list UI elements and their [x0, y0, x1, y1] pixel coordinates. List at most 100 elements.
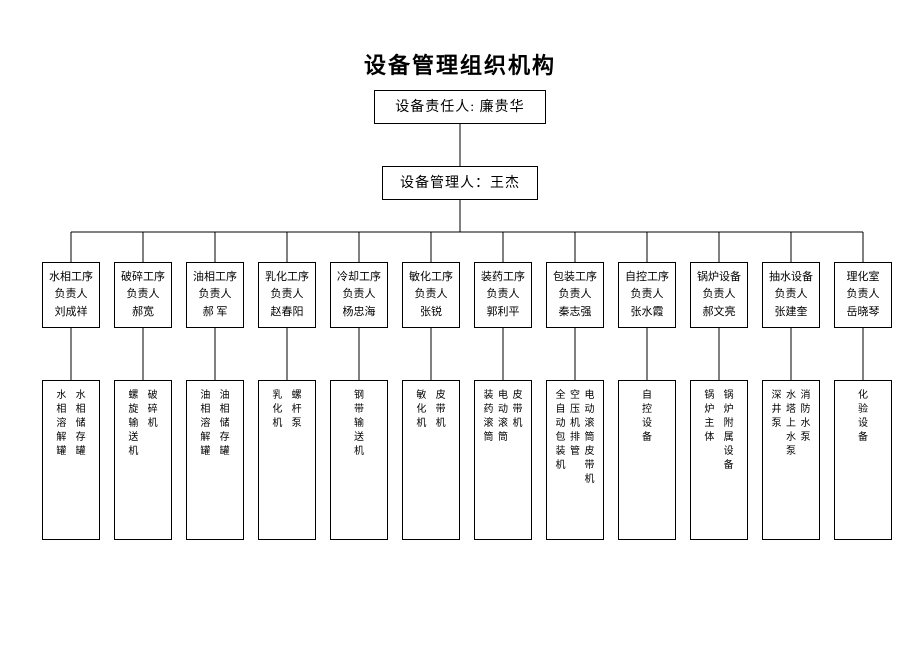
mid-l1: 冷却工序	[337, 269, 381, 287]
leaf-char: 乳	[272, 389, 282, 403]
mid-l1: 抽水设备	[769, 269, 813, 287]
leaf-char: 破	[148, 389, 158, 403]
leaf-char: 化	[858, 389, 868, 403]
leaf-char: 相	[76, 403, 86, 417]
mid-box-11: 理化室负责人岳晓琴	[834, 262, 892, 328]
leaf-char: 属	[724, 431, 734, 445]
leaf-col: 深井泵	[772, 389, 782, 431]
mid-l3: 郝 军	[203, 304, 228, 322]
mid-l1: 自控工序	[625, 269, 669, 287]
leaf-char: 筒	[484, 431, 494, 445]
leaf-char: 溶	[200, 417, 210, 431]
leaf-col: 消防水泵	[801, 389, 811, 445]
mid-l1: 理化室	[847, 269, 880, 287]
leaf-char: 动	[556, 417, 566, 431]
leaf-char: 泵	[801, 431, 811, 445]
leaf-char: 深	[772, 389, 782, 403]
leaf-char: 相	[56, 403, 66, 417]
leaf-box-11: 化验设备	[834, 380, 892, 540]
leaf-char: 解	[200, 431, 210, 445]
leaf-char: 水	[801, 417, 811, 431]
mid-l3: 郭利平	[487, 304, 520, 322]
mid-box-10: 抽水设备负责人张建奎	[762, 262, 820, 328]
leaf-char: 相	[200, 403, 210, 417]
leaf-char: 水	[786, 389, 796, 403]
mid-l1: 乳化工序	[265, 269, 309, 287]
leaf-char: 螺	[292, 389, 302, 403]
leaf-char: 带	[513, 403, 523, 417]
leaf-box-8: 自控设备	[618, 380, 676, 540]
level1-text: 设备责任人: 廉贵华	[395, 97, 524, 118]
leaf-char: 全	[556, 389, 566, 403]
leaf-box-9: 锅炉主体锅炉附属设备	[690, 380, 748, 540]
level1-box: 设备责任人: 廉贵华	[374, 90, 546, 124]
mid-l2: 负责人	[415, 286, 448, 304]
leaf-char: 旋	[128, 403, 138, 417]
leaf-col: 螺旋输送机	[128, 389, 138, 459]
leaf-box-0: 水相溶解罐水相储存罐	[42, 380, 100, 540]
leaf-col: 电动滚筒皮带机	[585, 389, 595, 487]
leaf-char: 机	[148, 417, 158, 431]
leaf-char: 泵	[292, 417, 302, 431]
leaf-char: 电	[585, 389, 595, 403]
leaf-char: 水	[786, 431, 796, 445]
mid-l3: 张建奎	[775, 304, 808, 322]
leaf-char: 验	[858, 403, 868, 417]
leaf-box-4: 钢带输送机	[330, 380, 388, 540]
mid-box-3: 乳化工序负责人赵春阳	[258, 262, 316, 328]
leaf-char: 锅	[704, 389, 714, 403]
mid-l3: 郝宽	[132, 304, 154, 322]
leaf-char: 油	[220, 389, 230, 403]
leaf-char: 水	[76, 389, 86, 403]
leaf-char: 带	[354, 403, 364, 417]
leaf-char: 储	[220, 417, 230, 431]
leaf-char: 钢	[354, 389, 364, 403]
leaf-char: 炉	[724, 403, 734, 417]
mid-l3: 杨忠海	[343, 304, 376, 322]
mid-l3: 张水霞	[631, 304, 664, 322]
leaf-char: 机	[128, 445, 138, 459]
leaf-col: 敏化机	[416, 389, 426, 431]
leaf-char: 塔	[786, 403, 796, 417]
leaf-char: 动	[585, 403, 595, 417]
leaf-box-6: 装药滚筒电动滚筒皮带机	[474, 380, 532, 540]
leaf-char: 存	[220, 431, 230, 445]
leaf-char: 井	[772, 403, 782, 417]
leaf-char: 机	[585, 473, 595, 487]
mid-l1: 敏化工序	[409, 269, 453, 287]
leaf-box-2: 油相溶解罐油相储存罐	[186, 380, 244, 540]
mid-l2: 负责人	[631, 286, 664, 304]
leaf-char: 锅	[724, 389, 734, 403]
mid-l2: 负责人	[775, 286, 808, 304]
leaf-char: 泵	[772, 417, 782, 431]
leaf-char: 筒	[498, 431, 508, 445]
leaf-char: 螺	[128, 389, 138, 403]
leaf-char: 滚	[484, 417, 494, 431]
leaf-char: 机	[354, 445, 364, 459]
leaf-char: 解	[56, 431, 66, 445]
mid-l3: 刘成祥	[55, 304, 88, 322]
mid-l2: 负责人	[343, 286, 376, 304]
leaf-char: 备	[858, 431, 868, 445]
leaf-char: 压	[570, 403, 580, 417]
mid-box-8: 自控工序负责人张水霞	[618, 262, 676, 328]
leaf-char: 油	[200, 389, 210, 403]
leaf-char: 相	[220, 403, 230, 417]
leaf-box-1: 螺旋输送机破碎机	[114, 380, 172, 540]
leaf-char: 动	[498, 403, 508, 417]
leaf-char: 排	[570, 431, 580, 445]
leaf-char: 化	[416, 403, 426, 417]
mid-l2: 负责人	[703, 286, 736, 304]
leaf-col: 全自动包装机	[556, 389, 566, 473]
leaf-char: 溶	[56, 417, 66, 431]
leaf-char: 自	[642, 389, 652, 403]
leaf-char: 输	[128, 417, 138, 431]
leaf-char: 设	[724, 445, 734, 459]
leaf-char: 备	[642, 431, 652, 445]
leaf-char: 化	[272, 403, 282, 417]
leaf-col: 螺杆泵	[292, 389, 302, 431]
leaf-char: 包	[556, 431, 566, 445]
leaf-char: 设	[858, 417, 868, 431]
mid-l1: 水相工序	[49, 269, 93, 287]
mid-l2: 负责人	[199, 286, 232, 304]
